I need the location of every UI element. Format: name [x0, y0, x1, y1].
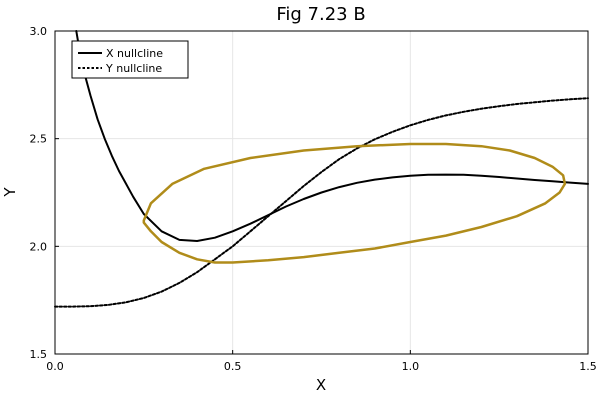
x-tick-label: 0.0 [46, 360, 64, 373]
y-tick-label: 3.0 [30, 25, 48, 38]
legend-box [71, 40, 189, 79]
legend-label-x-nullcline: X nullcline [106, 47, 163, 60]
x-tick-label: 0.5 [224, 360, 242, 373]
y-tick-label: 1.5 [30, 348, 48, 361]
x-tick-label: 1.5 [579, 360, 597, 373]
plot-frame [54, 30, 589, 355]
series [54, 30, 589, 308]
y-tick-label: 2.0 [30, 240, 48, 253]
x-tick-label: 1.0 [402, 360, 420, 373]
x-axis-label: X [316, 376, 326, 394]
legend-label-y-nullcline: Y nullcline [105, 62, 162, 75]
legend: X nullcline Y nullcline [71, 40, 189, 79]
y-axis-label: Y [1, 187, 19, 198]
limit-cycle-orbit [142, 142, 567, 264]
x-nullcline-line [75, 30, 589, 242]
y-nullcline-line [54, 97, 589, 308]
ticks: 0.0 0.5 1.0 1.5 1.5 2.0 2.5 3.0 [30, 25, 597, 373]
y-tick-label: 2.5 [30, 133, 48, 146]
chart-title: Fig 7.23 B [276, 4, 365, 25]
